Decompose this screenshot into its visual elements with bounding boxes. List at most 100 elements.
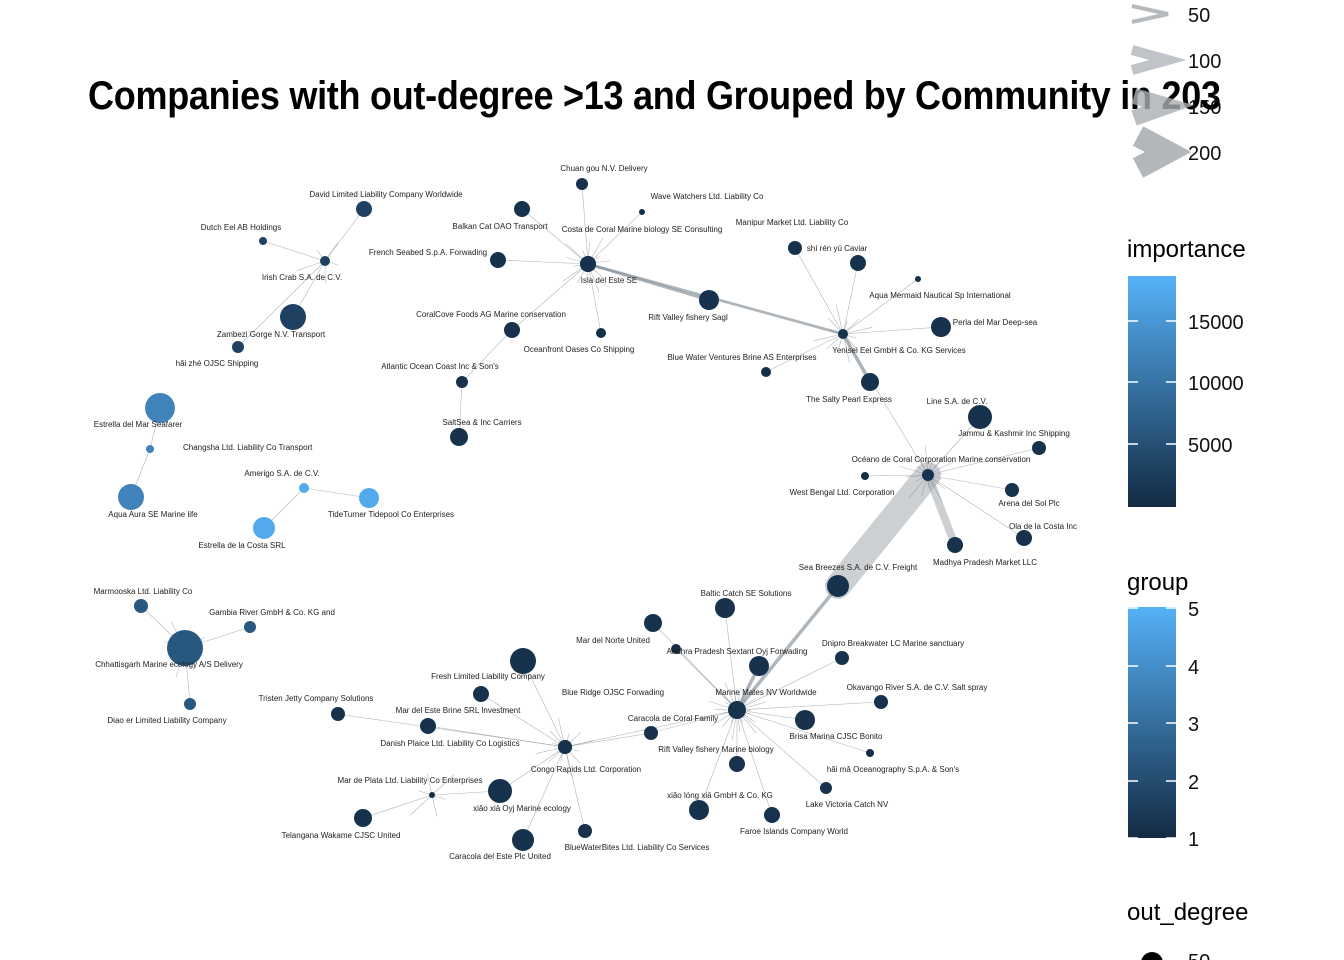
node-label-dutch: Dutch Eel AB Holdings <box>201 223 282 232</box>
node-estrellacosta <box>253 517 275 539</box>
node-label-coralcove: CoralCove Foods AG Marine conservation <box>416 310 566 319</box>
node-irish <box>320 256 330 266</box>
group-tick-3: 3 <box>1188 714 1199 736</box>
node-haizhe <box>232 341 244 353</box>
node-label-line: Line S.A. de C.V. <box>927 397 988 406</box>
node-label-mardelnorte: Mar del Norte United <box>576 636 650 645</box>
node-chuan <box>576 178 588 190</box>
node-label-telangana: Telangana Wakame CJSC United <box>282 831 401 840</box>
edge-oceano-ola <box>927 474 1025 539</box>
edge-yenisei-oceano <box>842 333 929 476</box>
node-label-ola: Ola de la Costa Inc <box>1009 522 1077 531</box>
node-label-changsha: Changsha Ltd. Liability Co Transport <box>183 443 313 452</box>
node-label-manipur: Manipur Market Ltd. Liability Co <box>736 218 849 227</box>
group-legend: group 5 4 3 2 1 <box>1127 569 1199 851</box>
node-mardeleste <box>420 718 436 734</box>
node-label-madhya: Madhya Pradesh Market LLC <box>933 558 1037 567</box>
node-lakevictoria <box>820 782 832 794</box>
out-degree-legend: out_degree 50 <box>1127 899 1248 960</box>
node-caracolaplc <box>512 829 534 851</box>
node-bluewater <box>761 367 771 377</box>
group-legend-title: group <box>1127 569 1188 596</box>
nodes-layer <box>118 178 1046 851</box>
node-unlabeled <box>671 644 681 654</box>
node-line <box>968 405 992 429</box>
node-label-arena: Arena del Sol Plc <box>998 499 1059 508</box>
edge-congo-mardeleste <box>427 725 566 748</box>
node-changsha <box>146 445 154 453</box>
node-oceano <box>922 469 934 481</box>
node-blueridge <box>473 686 489 702</box>
node-westbengal <box>861 472 869 480</box>
importance-tick-15000: 15000 <box>1188 312 1244 334</box>
node-label-mardeplata: Mar de Plata Ltd. Liability Co Enterpris… <box>338 776 483 785</box>
node-label-caracolafamily: Caracola de Coral Family <box>628 714 718 723</box>
node-label-isla: Isla del Este SE <box>581 276 637 285</box>
node-label-caracolaplc: Caracola del Este Plc United <box>449 852 551 861</box>
node-label-chhattisgarh: Chhattisgarh Marine ecology A/S Delivery <box>95 660 243 669</box>
node-saltysea <box>450 428 468 446</box>
node-mardelnorte <box>644 614 662 632</box>
node-label-irish: Irish Crab S.A. de C.V. <box>262 273 342 282</box>
node-tideturner <box>359 488 379 508</box>
node-label-wave: Wave Watchers Ltd. Liability Co <box>651 192 764 201</box>
weight-legend: 50 100 150 200 <box>1130 4 1221 178</box>
node-mardeplata <box>429 792 435 798</box>
node-label-okavango: Okavango River S.A. de C.V. Salt spray <box>847 683 988 692</box>
importance-legend-title: importance <box>1127 236 1246 263</box>
weight-key-200: 200 <box>1132 126 1221 178</box>
edge-marinemates-lakevictoria <box>736 709 827 789</box>
node-label-faroe: Faroe Islands Company World <box>740 827 848 836</box>
importance-colorbar <box>1128 276 1176 507</box>
edge-congo-caracolaplc <box>522 746 566 841</box>
node-label-estrellacosta: Estrella de la Costa SRL <box>198 541 286 550</box>
node-label-estrellamar: Estrella del Mar Seafarer <box>94 420 183 429</box>
node-madhya <box>947 537 963 553</box>
group-tick-2: 2 <box>1188 772 1199 794</box>
edge-marinemates-andhranode <box>675 648 738 711</box>
edge-isla-coralcove <box>511 263 589 331</box>
edge-seabreezes-marinemates <box>735 584 840 712</box>
edge-marinemates-xiaolong <box>698 709 738 811</box>
node-estrellamar <box>145 393 175 423</box>
node-marinemates <box>728 701 746 719</box>
node-saltypearl <box>861 373 879 391</box>
node-label-haizhe: hǎi zhé OJSC Shipping <box>176 359 259 368</box>
node-shi <box>850 255 866 271</box>
node-isla <box>580 256 596 272</box>
edge-marinemates-brisa <box>736 709 806 721</box>
out-degree-legend-title: out_degree <box>1127 899 1248 926</box>
edge-marinemates-baltic <box>724 607 738 711</box>
node-label-rift1: Rift Valley fishery Sagl <box>648 313 728 322</box>
edge-mardeplata-telangana <box>362 794 433 819</box>
node-oceanfront <box>596 328 606 338</box>
node-label-congo: Congo Rapids Ltd. Corporation <box>531 765 641 774</box>
node-label-amerigo: Amerigo S.A. de C.V. <box>244 469 319 478</box>
node-dutch <box>259 237 267 245</box>
edge-yenisei-manipur <box>794 247 844 335</box>
node-label-bluewaterbites: BlueWaterBites Ltd. Liability Co Service… <box>565 843 710 852</box>
group-tick-4: 4 <box>1188 657 1199 679</box>
node-label-yenisei: Yenisei Eel GmbH & Co. KG Services <box>832 346 966 355</box>
weight-label-200: 200 <box>1188 143 1221 165</box>
node-xiaolong <box>689 800 709 820</box>
node-freshltd <box>510 648 536 674</box>
node-label-chuan: Chuan gou N.V. Delivery <box>560 164 647 173</box>
edge-oceano-jammu <box>927 447 1040 476</box>
node-label-aquaaura: Aqua Aura SE Marine life <box>108 510 198 519</box>
node-label-brisa: Brisa Marina CJSC Bonito <box>790 732 883 741</box>
edge-atlantic-saltysea <box>458 381 463 438</box>
node-zambezi <box>280 304 306 330</box>
edge-congo-freshltd <box>522 660 566 748</box>
node-label-tristen: Tristen Jetty Company Solutions <box>259 694 374 703</box>
node-label-zambezi: Zambezi Gorge N.V. Transport <box>217 330 326 339</box>
edge-spoke-yenisei-5 <box>813 333 844 341</box>
node-label-balkan: Balkan Cat OAO Transport <box>452 222 548 231</box>
node-diao <box>184 698 196 710</box>
node-david <box>356 201 372 217</box>
edge-yenisei-bluewater <box>765 333 844 373</box>
node-rift1 <box>699 290 719 310</box>
out-degree-key-dot <box>1141 952 1163 960</box>
edge-congo-caracolafamily <box>564 732 652 748</box>
node-label-diao: Diao er Limited Liability Company <box>107 716 226 725</box>
